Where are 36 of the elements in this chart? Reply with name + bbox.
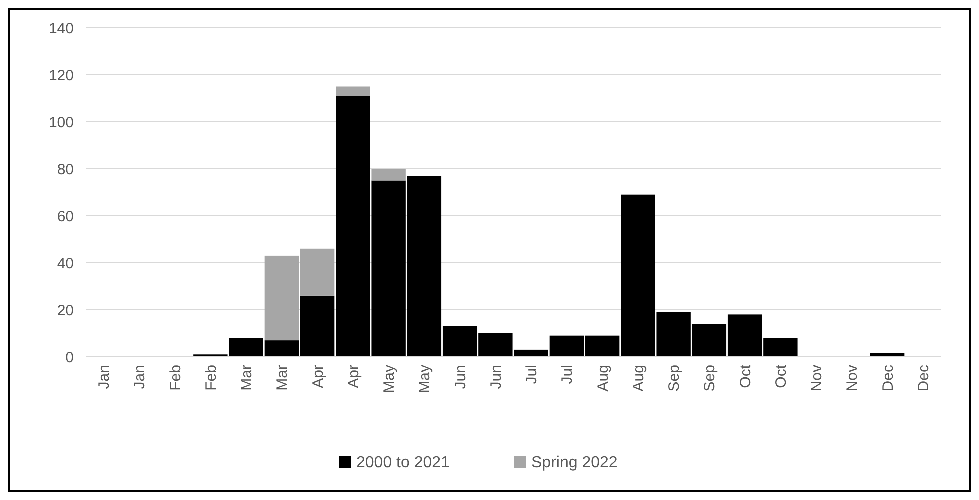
x-tick-label: Dec: [880, 364, 897, 392]
legend-label: 2000 to 2021: [356, 454, 450, 472]
x-tick-label: Jan: [96, 365, 114, 390]
x-tick-label: Apr: [310, 364, 327, 388]
y-tick-label: 140: [48, 20, 74, 38]
y-tick-label: 120: [48, 67, 74, 84]
x-tick-label: Feb: [167, 365, 184, 391]
x-tick-label: Sep: [702, 365, 719, 392]
x-tick-label: Feb: [202, 365, 220, 391]
legend-label: Spring 2022: [532, 454, 618, 472]
x-tick-label: Oct: [772, 364, 790, 388]
y-tick-label: 100: [48, 114, 74, 132]
x-tick-label: Jan: [132, 365, 149, 390]
x-tick-label: Jun: [452, 365, 470, 390]
x-tick-label: Sep: [666, 365, 684, 392]
x-tick-label: Nov: [808, 364, 826, 392]
y-tick-label: 20: [57, 302, 74, 320]
x-tick-label: Jul: [559, 365, 576, 384]
y-tick-label: 0: [66, 349, 74, 366]
x-tick-label: Dec: [915, 364, 932, 392]
bar: [336, 86, 370, 96]
bar: [372, 169, 406, 181]
y-tick-label: 80: [57, 161, 74, 178]
x-tick-label: Nov: [844, 364, 862, 392]
x-tick-label: Mar: [274, 365, 292, 391]
x-tick-label: Jul: [524, 365, 541, 384]
x-tick-label: Oct: [737, 364, 754, 388]
x-tick-label: May: [416, 364, 434, 394]
x-tick-label: Aug: [594, 365, 612, 392]
x-tick-label: May: [381, 364, 398, 394]
x-tick-label: Mar: [238, 365, 256, 391]
y-tick-label: 60: [57, 208, 74, 226]
x-tick-label: Aug: [630, 365, 648, 392]
x-tick-label: Jun: [488, 365, 505, 390]
y-tick-label: 40: [57, 255, 74, 272]
x-tick-label: Apr: [345, 364, 362, 388]
